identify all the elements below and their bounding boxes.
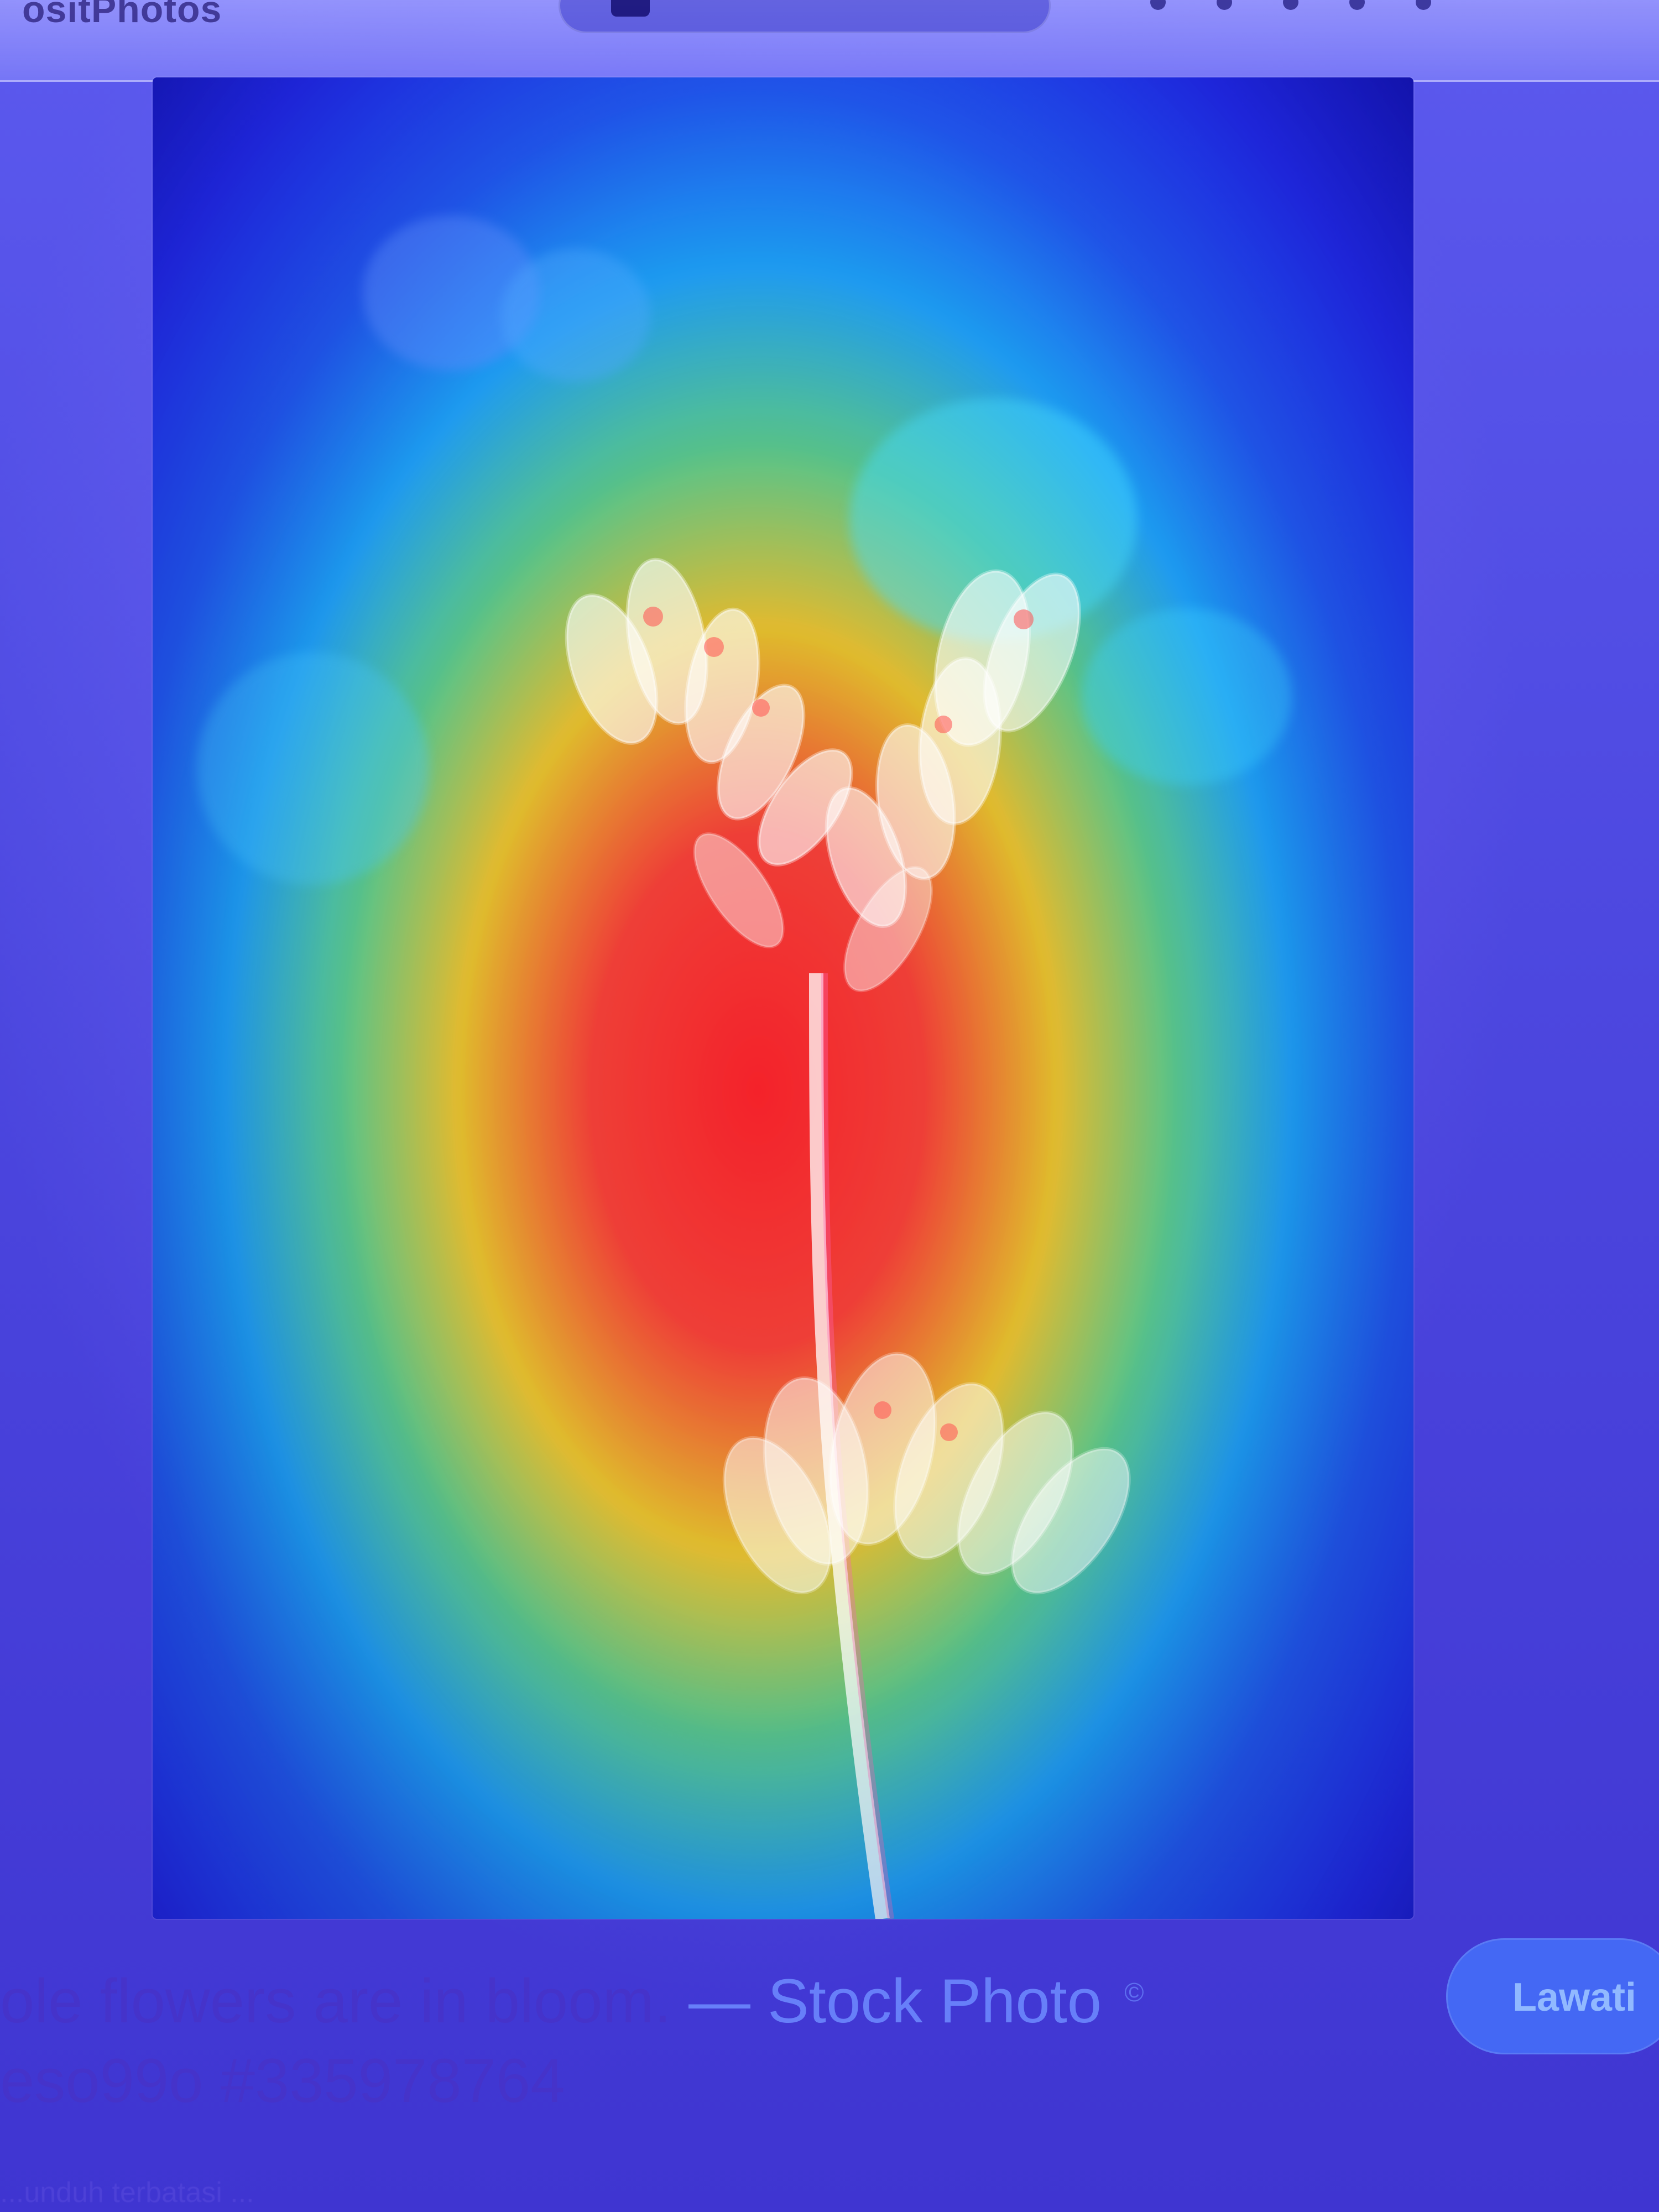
stamen-accents xyxy=(643,607,1034,1441)
bokeh-blob xyxy=(501,249,650,382)
flower-illustration xyxy=(565,557,1131,1919)
copyright-mark: © xyxy=(1124,1978,1144,2007)
photo-caption: ole flowers are in bloom. — Stock Photo … xyxy=(0,1969,1493,2113)
mid-leaves xyxy=(693,832,933,993)
caption-line-1: ole flowers are in bloom. — Stock Photo … xyxy=(0,1969,1493,2034)
lower-cluster xyxy=(722,1352,1131,1595)
bokeh-blob xyxy=(197,653,429,885)
caption-suffix: — Stock Photo xyxy=(688,1966,1102,2036)
caption-line-2: eso99o #335978764 xyxy=(0,2046,565,2115)
upper-right-cluster xyxy=(825,569,1081,928)
top-pill-control[interactable] xyxy=(559,0,1051,33)
top-right-controls xyxy=(1150,0,1648,28)
bokeh-blob xyxy=(363,216,540,371)
media-icon xyxy=(611,0,650,17)
bokeh-blob xyxy=(1082,608,1292,785)
dot-icon xyxy=(1150,0,1166,10)
dot-icon xyxy=(1416,0,1431,10)
footer-faint-text: ...unduh terbatasi ... xyxy=(0,2177,254,2209)
visit-button-label: Lawati xyxy=(1512,1975,1637,2020)
dot-icon xyxy=(1349,0,1365,10)
dot-icon xyxy=(1283,0,1298,10)
top-bar: ositPhotos xyxy=(0,0,1659,82)
brand-text: ositPhotos xyxy=(22,0,222,30)
caption-prefix: ole flowers are in bloom. xyxy=(0,1966,671,2036)
dot-icon xyxy=(1217,0,1232,10)
upper-left-cluster xyxy=(565,557,853,867)
photo-card[interactable] xyxy=(153,77,1413,1919)
visit-button[interactable]: Lawati xyxy=(1446,1938,1659,2054)
heatmap-overlay xyxy=(153,77,1413,1919)
